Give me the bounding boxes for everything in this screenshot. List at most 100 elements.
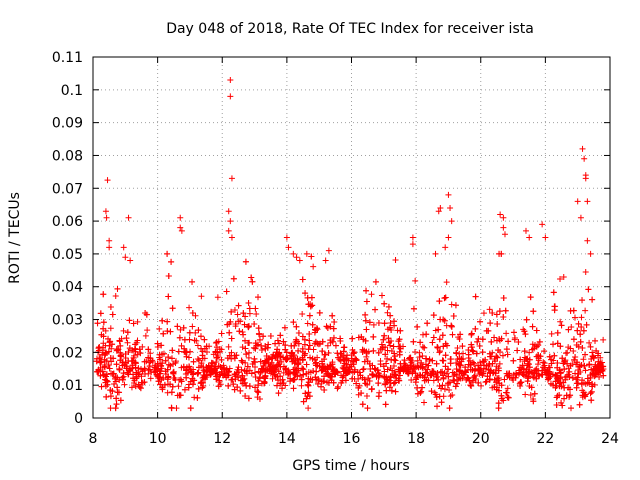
y-tick-label: 0.05 <box>52 247 83 263</box>
data-point <box>575 367 582 374</box>
data-point <box>191 394 198 401</box>
data-point <box>303 361 310 368</box>
data-point <box>530 369 537 376</box>
data-point <box>572 354 579 361</box>
data-point <box>269 354 276 361</box>
data-point <box>165 361 172 368</box>
data-point <box>337 357 344 364</box>
data-point <box>592 337 599 344</box>
data-point <box>195 369 202 376</box>
data-point <box>107 355 114 362</box>
data-point <box>306 342 313 349</box>
data-point <box>317 383 324 390</box>
data-point <box>214 354 221 361</box>
data-point <box>448 301 455 308</box>
x-tick-label: 10 <box>149 431 167 447</box>
data-point <box>319 367 326 374</box>
data-point <box>568 323 575 330</box>
data-point <box>468 382 475 389</box>
data-point <box>237 387 244 394</box>
data-point <box>225 227 232 234</box>
data-point <box>112 378 119 385</box>
data-point <box>169 347 176 354</box>
data-point <box>511 334 518 341</box>
data-point <box>167 328 174 335</box>
data-point <box>479 349 486 356</box>
data-point <box>97 372 104 379</box>
data-point <box>553 382 560 389</box>
data-point <box>105 348 112 355</box>
data-point <box>577 331 584 338</box>
data-point <box>460 350 467 357</box>
data-point <box>183 374 190 381</box>
data-point <box>446 405 453 412</box>
data-point <box>470 374 477 381</box>
data-point <box>567 362 574 369</box>
data-point <box>368 386 375 393</box>
data-point <box>363 326 370 333</box>
data-point <box>126 345 133 352</box>
data-point <box>301 341 308 348</box>
data-point <box>170 370 177 377</box>
data-point <box>469 379 476 386</box>
data-point <box>313 325 320 332</box>
data-point <box>268 367 275 374</box>
data-point <box>565 326 572 333</box>
data-point <box>588 388 595 395</box>
data-point <box>366 319 373 326</box>
data-point <box>321 373 328 380</box>
data-point <box>359 401 366 408</box>
data-point <box>542 234 549 241</box>
data-point <box>600 365 607 372</box>
data-point <box>494 354 501 361</box>
y-tick-label: 0.07 <box>52 181 83 197</box>
data-point <box>582 307 589 314</box>
data-point <box>419 363 426 370</box>
data-point <box>498 335 505 342</box>
data-point <box>100 325 107 332</box>
data-point <box>142 332 149 339</box>
data-point <box>319 348 326 355</box>
data-point <box>384 366 391 373</box>
data-point <box>300 371 307 378</box>
data-point <box>189 278 196 285</box>
data-point <box>329 312 336 319</box>
data-point <box>311 329 318 336</box>
data-point <box>343 369 350 376</box>
data-point <box>148 368 155 375</box>
data-point <box>401 366 408 373</box>
data-point <box>165 293 172 300</box>
data-point <box>467 382 474 389</box>
data-point <box>342 372 349 379</box>
data-point <box>310 368 317 375</box>
data-point <box>203 349 210 356</box>
data-point <box>218 356 225 363</box>
data-point <box>392 379 399 386</box>
data-point <box>587 343 594 350</box>
data-point <box>475 335 482 342</box>
data-point <box>449 369 456 376</box>
data-point <box>324 342 331 349</box>
data-point <box>500 224 507 231</box>
data-point <box>562 376 569 383</box>
data-point <box>545 368 552 375</box>
data-point <box>584 198 591 205</box>
y-tick-label: 0 <box>74 411 83 427</box>
data-point <box>164 250 171 257</box>
data-point <box>245 339 252 346</box>
data-point <box>242 337 249 344</box>
data-point <box>364 405 371 412</box>
data-point <box>417 339 424 346</box>
data-point <box>120 244 127 251</box>
data-point <box>329 338 336 345</box>
data-point <box>449 392 456 399</box>
data-point <box>440 375 447 382</box>
x-tick-label: 20 <box>472 431 490 447</box>
data-point <box>580 327 587 334</box>
data-point <box>355 375 362 382</box>
data-point <box>115 346 122 353</box>
data-point <box>436 336 443 343</box>
data-point <box>307 354 314 361</box>
data-point <box>551 307 558 314</box>
